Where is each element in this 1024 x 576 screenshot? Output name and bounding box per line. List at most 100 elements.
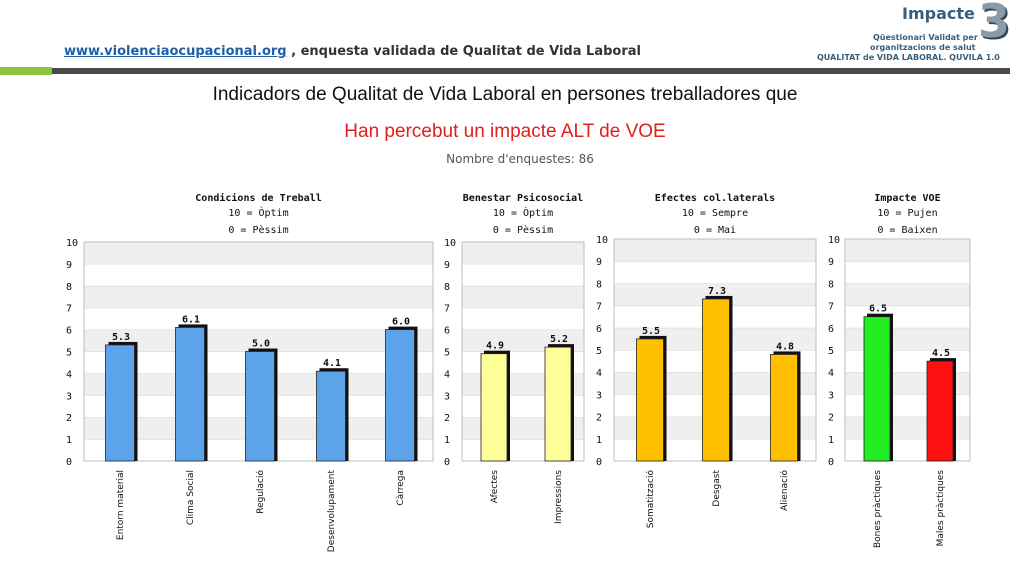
y-tick-label: 9 xyxy=(828,257,834,268)
bar-value-label: 6.1 xyxy=(182,314,200,325)
page-title: Indicadors de Qualitat de Vida Laboral e… xyxy=(212,84,798,105)
logo-line-2: organitzacions de salut xyxy=(870,43,976,52)
y-tick-label: 0 xyxy=(66,457,72,468)
chart-subtitle-line: 0 = Mai xyxy=(694,225,736,236)
y-tick-label: 7 xyxy=(66,304,72,315)
y-tick-label: 8 xyxy=(444,282,450,293)
y-tick-label: 6 xyxy=(444,326,450,337)
bar xyxy=(175,327,205,462)
bar-value-label: 4.1 xyxy=(323,358,341,369)
y-tick-label: 9 xyxy=(444,260,450,271)
grid-band xyxy=(462,263,584,286)
accent-bar xyxy=(0,67,52,75)
category-label: Somatització xyxy=(645,470,656,529)
y-tick-label: 2 xyxy=(444,413,450,424)
bar xyxy=(245,351,275,462)
y-tick-label: 5 xyxy=(596,346,602,357)
chart-panel-2: 0 1 2 3 4 5 6 7 8 9 10 Benestar Psicosocial 10 = Òpt… xyxy=(444,192,585,524)
y-tick-label: 8 xyxy=(596,279,602,290)
y-tick-label: 3 xyxy=(66,391,72,402)
y-tick-label: 10 xyxy=(444,238,456,249)
category-label: Entorn material xyxy=(116,470,126,540)
logo-line-3: QUALITAT de VIDA LABORAL. QUVILA 1.0 xyxy=(817,53,1000,62)
y-tick-label: 1 xyxy=(66,435,72,446)
chart-panel-4: 0 1 2 3 4 5 6 7 8 9 10 Impacte VOE 10 = Pujen 0 = Bai… xyxy=(828,193,971,548)
chart-subtitle-line: 0 = Pèssim xyxy=(493,224,553,236)
y-tick-label: 10 xyxy=(596,235,608,246)
y-tick-label: 7 xyxy=(828,302,834,313)
grid-band xyxy=(84,285,433,308)
y-tick-label: 5 xyxy=(444,348,450,359)
y-tick-label: 10 xyxy=(66,238,78,249)
bar-value-label: 4.9 xyxy=(486,341,504,352)
bar xyxy=(105,344,135,462)
y-tick-label: 6 xyxy=(828,324,834,335)
plot-frame xyxy=(461,241,585,462)
y-tick-label: 10 xyxy=(828,235,840,246)
y-tick-label: 0 xyxy=(828,457,834,468)
chart-panel-3: 0 1 2 3 4 5 6 7 8 9 10 Efectes col.laterals 10 = Sem… xyxy=(596,193,817,529)
bar-value-label: 5.3 xyxy=(112,332,130,343)
y-tick-label: 2 xyxy=(66,413,72,424)
bar xyxy=(926,360,954,462)
website-link[interactable]: www.violenciaocupacional.org xyxy=(64,44,287,59)
category-label: Afectes xyxy=(490,470,500,504)
chart-title: Impacte VOE xyxy=(874,193,940,204)
bar-value-label: 4.8 xyxy=(776,341,794,352)
bar xyxy=(480,353,508,462)
chart-subtitle-line: 10 = Sempre xyxy=(682,208,748,219)
grid-band xyxy=(845,261,970,284)
chart-subtitle-line: 10 = Òptim xyxy=(493,206,553,219)
chart-subtitle-line: 10 = Pujen xyxy=(877,208,937,219)
page-title-highlight: Han percebut un impacte ALT de VOE xyxy=(344,121,666,142)
y-tick-label: 3 xyxy=(596,390,602,401)
grid-band xyxy=(845,283,970,306)
y-tick-label: 9 xyxy=(66,260,72,271)
category-label: Desenvolupament xyxy=(327,470,337,553)
chart-panel-1: 0 1 2 3 4 5 6 7 8 9 10 Condicions de Treball 10 = Òp… xyxy=(66,192,434,553)
y-tick-label: 3 xyxy=(444,391,450,402)
bar-value-label: 7.3 xyxy=(708,286,726,297)
header-line: www.violenciaocupacional.org , enquesta … xyxy=(64,44,641,59)
chart-subtitle-line: 0 = Baixen xyxy=(877,225,937,236)
plot-frame xyxy=(844,238,971,462)
grid-band xyxy=(462,307,584,330)
grid-band xyxy=(462,242,584,264)
y-tick-label: 8 xyxy=(828,279,834,290)
y-tick-label: 2 xyxy=(596,413,602,424)
logo-title: Impacte xyxy=(902,4,975,23)
y-tick-label: 4 xyxy=(66,369,72,380)
bar xyxy=(385,329,415,462)
survey-count: Nombre d'enquestes: 86 xyxy=(446,152,594,166)
y-tick-label: 7 xyxy=(596,302,602,313)
y-tick-label: 4 xyxy=(444,369,450,380)
chart-subtitle-line: 10 = Òptim xyxy=(228,206,288,219)
header-divider xyxy=(52,68,1010,74)
y-tick-label: 5 xyxy=(66,348,72,359)
chart-title: Efectes col.laterals xyxy=(655,193,775,204)
y-tick-label: 7 xyxy=(444,304,450,315)
y-tick-label: 1 xyxy=(444,435,450,446)
bar-value-label: 6.5 xyxy=(869,304,887,315)
bar-value-label: 5.2 xyxy=(550,334,568,345)
y-tick-label: 6 xyxy=(66,326,72,337)
y-tick-label: 6 xyxy=(596,324,602,335)
category-label: Males pràctiques xyxy=(936,470,946,547)
bar-value-label: 5.0 xyxy=(252,339,270,350)
category-label: Alienació xyxy=(779,470,790,511)
grid-band xyxy=(84,329,433,352)
y-tick-label: 4 xyxy=(828,368,834,379)
grid-band xyxy=(84,307,433,330)
bar xyxy=(702,298,730,462)
bar xyxy=(636,338,664,462)
y-tick-label: 0 xyxy=(596,457,602,468)
category-label: Regulació xyxy=(255,470,266,514)
bar-value-label: 6.0 xyxy=(392,317,410,328)
chart-subtitle-line: 0 = Pèssim xyxy=(228,224,288,236)
impacte-logo: Impacte 3 Qüestionari Validat per organi… xyxy=(815,0,1015,66)
header-text: , enquesta validada de Qualitat de Vida … xyxy=(286,44,641,59)
grid-band xyxy=(614,261,816,284)
grid-band xyxy=(84,242,433,264)
category-label: Clima Social xyxy=(186,470,196,525)
